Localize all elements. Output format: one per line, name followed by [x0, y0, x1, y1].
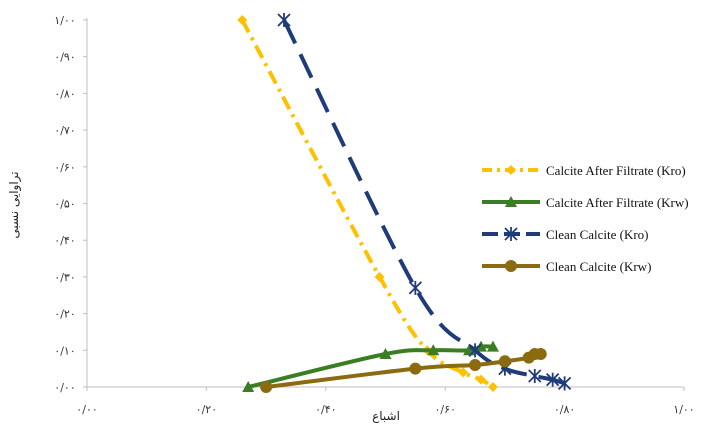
data-point: [408, 280, 422, 295]
data-point: [277, 13, 291, 27]
data-point: [476, 374, 487, 385]
data-point: [469, 358, 482, 371]
y-tick-label: ۰/۹۰: [54, 51, 75, 64]
axes: ۰/۰۰ ۰/۱۰ ۰/۲۰ ۰/۳۰ ۰/۴۰ ۰/۵۰ ۰/۶۰ ۰/۷۰ ۰/۸۰ ۰/۹۰…: [54, 14, 694, 416]
data-point: [534, 347, 547, 360]
data-point: [409, 362, 422, 375]
data-point: [498, 355, 511, 368]
x-tick-label: ۰/۶۰: [434, 403, 455, 416]
legend-entry: Clean Calcite (Krw): [482, 259, 651, 274]
y-axis-title: تراوایی نسبی: [7, 171, 22, 238]
data-point: [546, 372, 560, 387]
data-point: [458, 367, 469, 378]
x-tick-label: ۰/۲۰: [196, 403, 217, 416]
y-tick-label: ۰/۴۰: [54, 234, 75, 247]
series-layer: [237, 13, 572, 393]
series-group: [260, 347, 547, 393]
legend-marker: [505, 196, 517, 207]
legend-label: Clean Calcite (Krw): [546, 259, 651, 274]
data-point: [374, 271, 385, 282]
series-line: [240, 19, 495, 389]
y-tick-label: ۰/۶۰: [54, 161, 75, 174]
data-point: [528, 368, 542, 383]
x-tick-label: ۰/۸۰: [554, 403, 575, 416]
legend-marker: [505, 260, 517, 272]
legend-label: Clean Calcite (Kro): [546, 227, 649, 242]
series-line: [282, 19, 566, 386]
data-point: [486, 340, 499, 352]
x-tick-label: ۱/۰۰: [673, 403, 694, 416]
data-point: [487, 382, 498, 392]
legend: Calcite After Filtrate (Kro) Calcite Afte…: [482, 163, 689, 274]
y-tick-label: ۰/۷۰: [54, 124, 75, 137]
y-tick-label: ۰/۲۰: [54, 308, 75, 321]
legend-entry: Clean Calcite (Kro): [482, 227, 649, 242]
y-tick-label: ۰/۳۰: [54, 271, 75, 284]
data-point: [242, 381, 255, 392]
x-tick-label: ۰/۴۰: [315, 403, 336, 416]
y-tick-label: ۱/۰۰: [54, 14, 75, 27]
y-tick-label: ۰/۵۰: [54, 198, 75, 211]
y-tick-label: ۰/۸۰: [54, 87, 75, 100]
y-tick-label: ۰/۱۰: [54, 344, 75, 357]
data-point: [427, 344, 440, 356]
data-point: [557, 376, 572, 391]
data-point: [260, 381, 273, 393]
series-group: [242, 340, 499, 392]
series-group: [237, 15, 498, 392]
data-point: [468, 343, 482, 358]
x-axis-title: اشباع: [372, 409, 400, 423]
legend-marker: [506, 165, 516, 175]
data-point: [379, 347, 392, 359]
legend-label: Calcite After Filtrate (Kro): [546, 163, 686, 178]
legend-label: Calcite After Filtrate (Krw): [546, 195, 689, 210]
x-tick-label: ۰/۰۰: [76, 403, 97, 416]
data-point: [237, 15, 248, 25]
legend-entry: Calcite After Filtrate (Kro): [482, 163, 686, 178]
y-tick-label: ۰/۰۰: [54, 381, 75, 394]
legend-marker: [504, 227, 518, 241]
legend-entry: Calcite After Filtrate (Krw): [482, 195, 689, 210]
data-point: [475, 340, 488, 352]
